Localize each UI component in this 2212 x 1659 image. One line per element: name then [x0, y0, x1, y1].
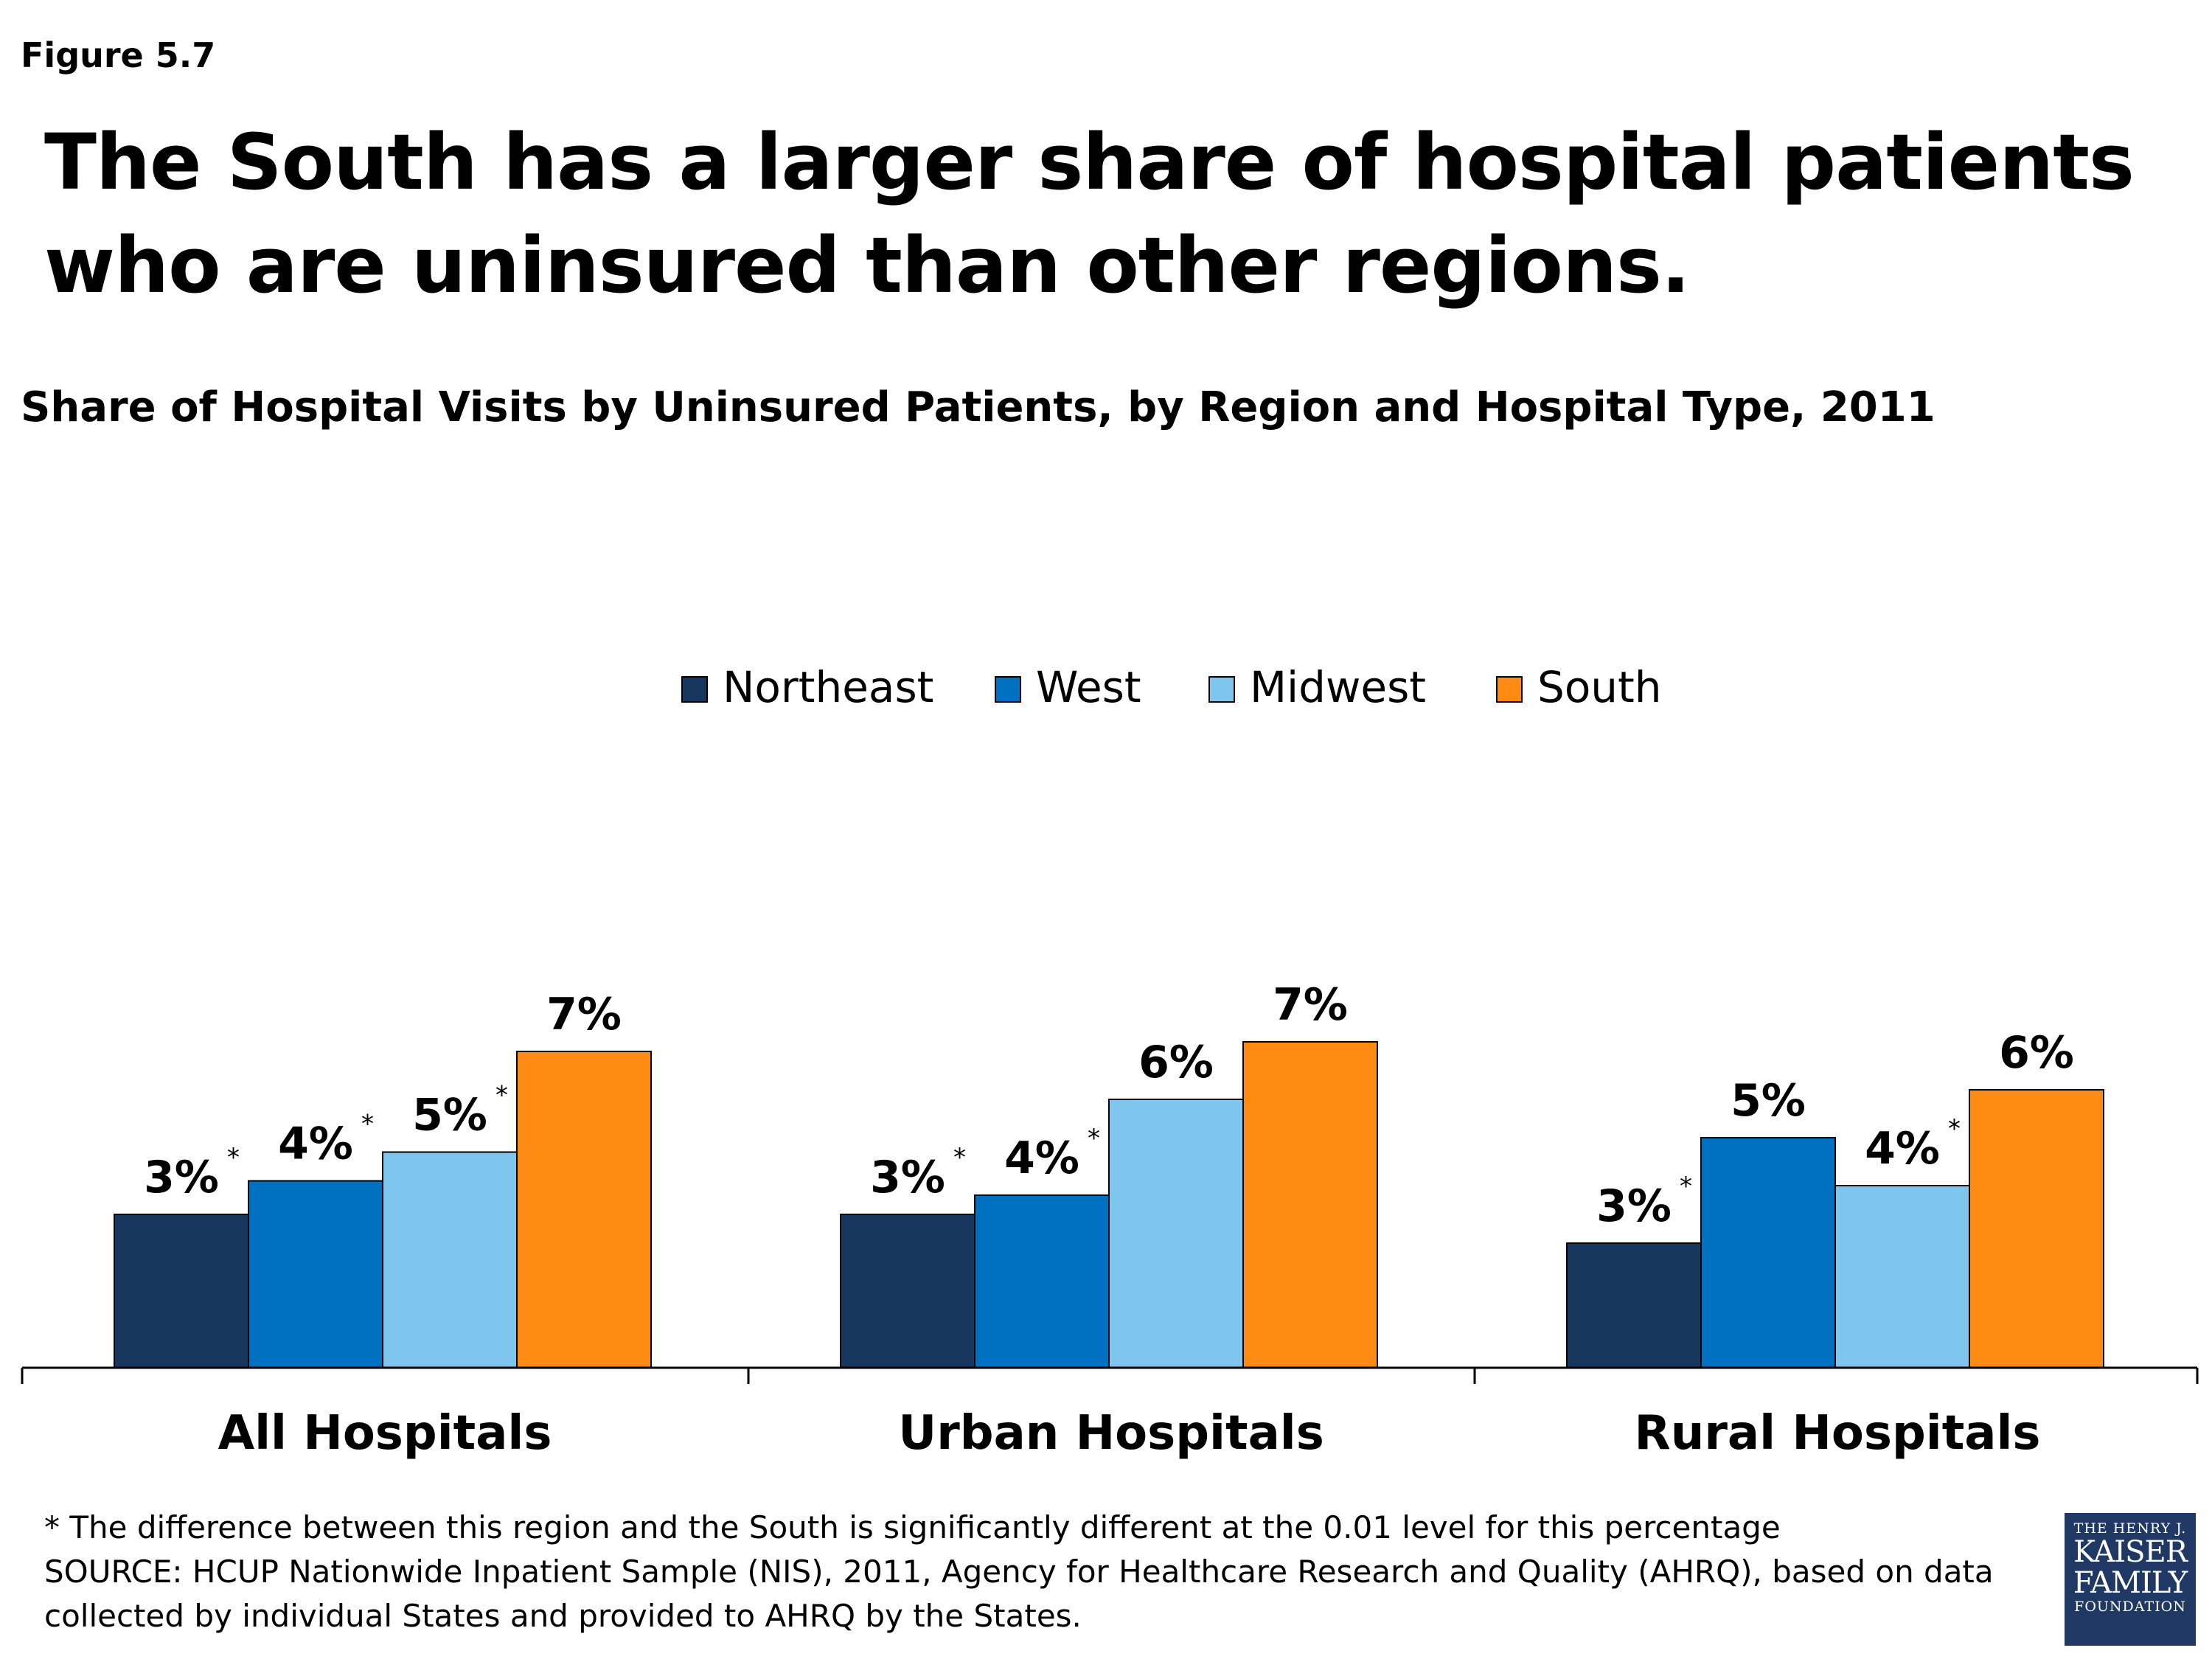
- legend-swatch-south: [1496, 676, 1523, 703]
- bar-all-hospitals-west: [248, 1180, 383, 1368]
- bar-rural-hospitals-west: [1700, 1137, 1836, 1368]
- bar-urban-hospitals-south: [1242, 1041, 1378, 1368]
- figure-label: Figure 5.7: [21, 35, 216, 75]
- data-label-all-hospitals-northeast: 3%: [144, 1152, 219, 1203]
- data-label-urban-hospitals-west: 4%: [1004, 1133, 1079, 1184]
- legend-label-northeast: Northeast: [723, 662, 933, 712]
- significance-marker: *: [227, 1143, 240, 1172]
- legend: Northeast West Midwest South: [681, 662, 1662, 712]
- logo-line-3: FAMILY: [2073, 1566, 2188, 1600]
- bar-urban-hospitals-northeast: [840, 1214, 975, 1368]
- bar-all-hospitals-midwest: [382, 1151, 518, 1368]
- significance-marker: *: [953, 1143, 966, 1172]
- logo-line-4: FOUNDATION: [2074, 1599, 2186, 1615]
- significance-marker: *: [495, 1081, 508, 1110]
- bar-all-hospitals-south: [516, 1051, 652, 1368]
- data-label-urban-hospitals-south: 7%: [1273, 979, 1348, 1031]
- data-label-rural-hospitals-northeast: 3%: [1596, 1180, 1672, 1232]
- legend-swatch-west: [995, 676, 1021, 703]
- bar-rural-hospitals-south: [1969, 1089, 2104, 1368]
- legend-label-south: South: [1537, 662, 1662, 712]
- legend-label-midwest: Midwest: [1250, 662, 1426, 712]
- legend-swatch-northeast: [681, 676, 708, 703]
- source-line-2: collected by individual States and provi…: [44, 1598, 1082, 1634]
- logo-line-1: THE HENRY J.: [2073, 1520, 2187, 1537]
- category-label-all-hospitals: All Hospitals: [218, 1406, 552, 1461]
- bar-chart: Northeast West Midwest South 3% * 4% * 5% * 7% 3% *…: [21, 662, 2199, 1461]
- x-axis: All Hospitals Urban Hospitals Rural Hospit…: [21, 1366, 2199, 1461]
- legend-label-west: West: [1036, 662, 1141, 712]
- headline: The South has a larger share of hospital…: [44, 117, 2135, 310]
- data-label-rural-hospitals-midwest: 4%: [1865, 1123, 1940, 1175]
- significance-marker: *: [1948, 1114, 1961, 1144]
- data-label-all-hospitals-west: 4%: [278, 1119, 353, 1170]
- data-label-urban-hospitals-northeast: 3%: [870, 1152, 945, 1203]
- significance-note: * The difference between this region and…: [44, 1509, 1781, 1545]
- bars-group: 3% * 4% * 5% * 7% 3% * 4% * 6% 7% 3% * 5% 4% * 6%: [114, 979, 2104, 1368]
- legend-swatch-midwest: [1208, 676, 1235, 703]
- kff-logo: THE HENRY J. KAISER FAMILY FOUNDATION: [2065, 1513, 2196, 1646]
- footnote: * The difference between this region and…: [44, 1506, 2020, 1638]
- significance-marker: *: [1680, 1172, 1692, 1201]
- bar-rural-hospitals-midwest: [1834, 1185, 1970, 1368]
- logo-line-2: KAISER: [2073, 1535, 2188, 1569]
- data-label-urban-hospitals-midwest: 6%: [1138, 1037, 1214, 1088]
- source-line-1: SOURCE: HCUP Nationwide Inpatient Sample…: [44, 1554, 1994, 1590]
- significance-marker: *: [1088, 1124, 1100, 1153]
- bar-rural-hospitals-northeast: [1566, 1242, 1702, 1368]
- category-label-rural-hospitals: Rural Hospitals: [1635, 1406, 2041, 1461]
- data-label-all-hospitals-south: 7%: [546, 989, 622, 1040]
- significance-marker: *: [361, 1110, 374, 1139]
- category-label-urban-hospitals: Urban Hospitals: [898, 1406, 1324, 1461]
- data-label-rural-hospitals-west: 5%: [1731, 1075, 1806, 1127]
- bar-urban-hospitals-midwest: [1108, 1099, 1244, 1368]
- bar-urban-hospitals-west: [974, 1194, 1110, 1368]
- chart-title: Share of Hospital Visits by Uninsured Pa…: [21, 383, 1935, 431]
- data-label-all-hospitals-midwest: 5%: [412, 1090, 487, 1141]
- data-label-rural-hospitals-south: 6%: [1999, 1027, 2074, 1079]
- bar-all-hospitals-northeast: [114, 1214, 249, 1368]
